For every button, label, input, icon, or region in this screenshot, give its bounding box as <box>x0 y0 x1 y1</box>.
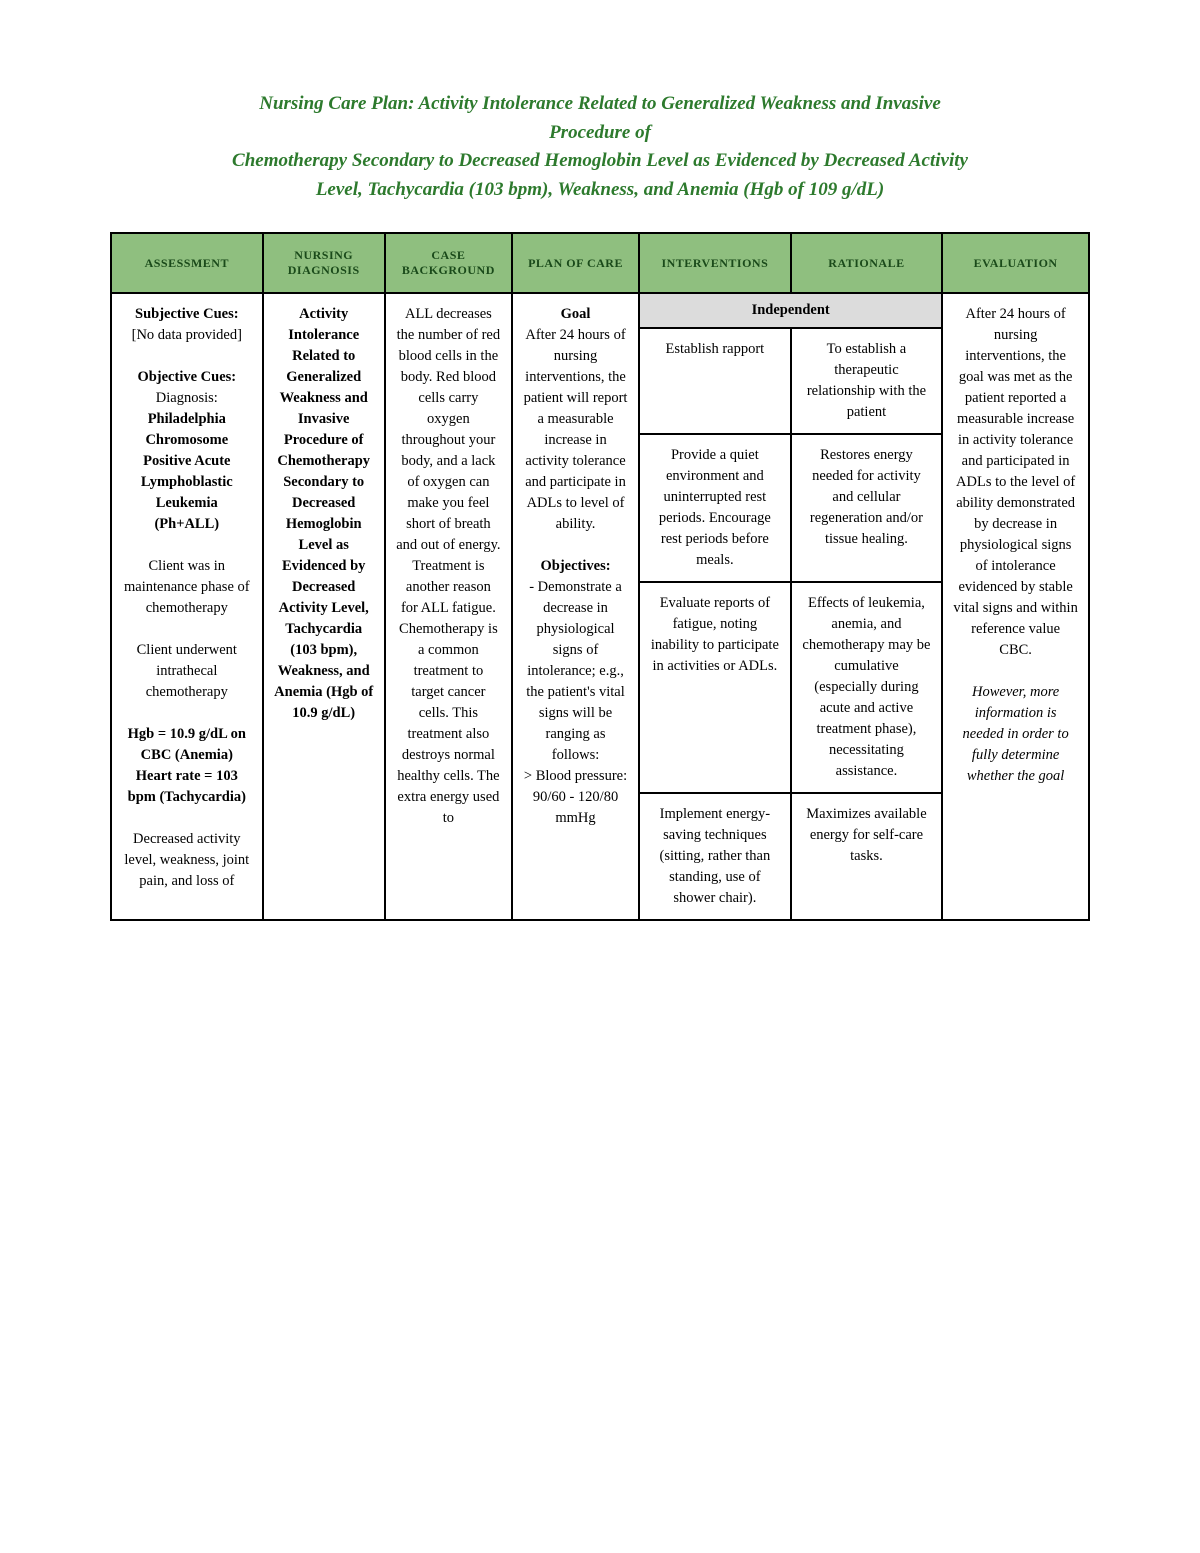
title-line-4: Level, Tachycardia (103 bpm), Weakness, … <box>316 179 884 200</box>
title-line-3: Chemotherapy Secondary to Decreased Hemo… <box>232 150 968 171</box>
intervention-cell: Implement energy-saving techniques (sitt… <box>639 793 791 920</box>
goal-text: After 24 hours of nursing interventions,… <box>524 327 628 532</box>
header-rationale: RATIONALE <box>791 233 943 293</box>
header-background: CASE BACKGROUND <box>385 233 512 293</box>
title-line-2: Procedure of <box>549 122 651 143</box>
diagnosis-value: Philadelphia Chromosome Positive Acute L… <box>141 411 233 532</box>
header-interventions: INTERVENTIONS <box>639 233 791 293</box>
assessment-p3: Decreased activity level, weakness, join… <box>124 831 249 889</box>
document-title: Nursing Care Plan: Activity Intolerance … <box>110 90 1090 204</box>
objectives-text: - Demonstrate a decrease in physiologica… <box>524 579 627 826</box>
evaluation-main: After 24 hours of nursing interventions,… <box>953 306 1077 658</box>
goal-label: Goal <box>561 306 591 322</box>
header-assessment: ASSESSMENT <box>111 233 263 293</box>
objectives-label: Objectives: <box>540 558 610 574</box>
intervention-cell: Establish rapport <box>639 328 791 434</box>
background-cell: ALL decreases the number of red blood ce… <box>385 293 512 920</box>
assessment-p2: Client underwent intrathecal chemotherap… <box>137 642 237 700</box>
assessment-cell: Subjective Cues: [No data provided] Obje… <box>111 293 263 920</box>
evaluation-note: However, more information is needed in o… <box>963 684 1069 784</box>
rationale-cell: Restores energy needed for activity and … <box>791 434 943 582</box>
subjective-label: Subjective Cues: <box>135 306 239 322</box>
rationale-cell: Effects of leukemia, anemia, and chemoth… <box>791 582 943 793</box>
intervention-cell: Evaluate reports of fatigue, noting inab… <box>639 582 791 793</box>
independent-subheader: Independent <box>639 293 942 328</box>
diagnosis-label: Diagnosis: <box>156 390 218 406</box>
rationale-cell: Maximizes available energy for self-care… <box>791 793 943 920</box>
plan-cell: Goal After 24 hours of nursing intervent… <box>512 293 639 920</box>
rationale-cell: To establish a therapeutic relationship … <box>791 328 943 434</box>
assessment-hr: Heart rate = 103 bpm (Tachycardia) <box>128 768 246 805</box>
nursing-diagnosis-cell: Activity Intolerance Related to Generali… <box>263 293 385 920</box>
header-row: ASSESSMENT NURSING DIAGNOSIS CASE BACKGR… <box>111 233 1089 293</box>
care-plan-table: ASSESSMENT NURSING DIAGNOSIS CASE BACKGR… <box>110 232 1090 921</box>
subjective-text: [No data provided] <box>132 327 242 343</box>
header-diagnosis: NURSING DIAGNOSIS <box>263 233 385 293</box>
assessment-p1: Client was in maintenance phase of chemo… <box>124 558 250 616</box>
header-evaluation: EVALUATION <box>942 233 1089 293</box>
intervention-cell: Provide a quiet environment and uninterr… <box>639 434 791 582</box>
page: Nursing Care Plan: Activity Intolerance … <box>0 0 1200 981</box>
background-text: ALL decreases the number of red blood ce… <box>396 306 500 826</box>
table-row: Subjective Cues: [No data provided] Obje… <box>111 293 1089 328</box>
nursing-diagnosis-text: Activity Intolerance Related to Generali… <box>274 306 373 721</box>
objective-label: Objective Cues: <box>137 369 236 385</box>
assessment-hgb: Hgb = 10.9 g/dL on CBC (Anemia) <box>128 726 246 763</box>
evaluation-cell: After 24 hours of nursing interventions,… <box>942 293 1089 920</box>
header-plan: PLAN OF CARE <box>512 233 639 293</box>
title-line-1: Nursing Care Plan: Activity Intolerance … <box>259 93 941 114</box>
